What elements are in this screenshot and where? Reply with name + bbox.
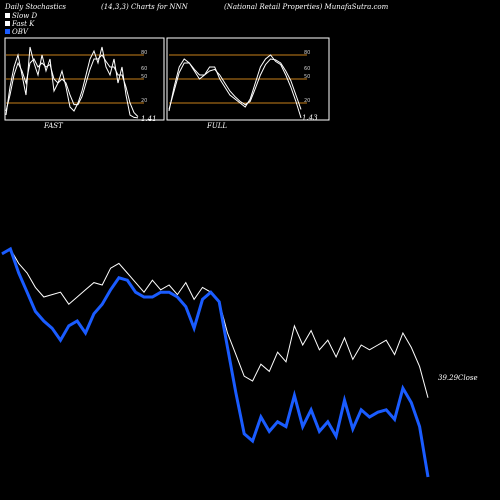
fast-last-value: 1.41 <box>141 115 157 123</box>
full-stochastic-panel: 20 50 60 80 FULL 1.43 <box>166 37 330 130</box>
fast-panel-label: FAST <box>43 122 64 130</box>
full-last-value: 1.43 <box>302 114 318 122</box>
chart-company: (National Retail Properties) MunafaSutra… <box>224 3 389 11</box>
chart-title: Daily Stochastics <box>4 3 66 11</box>
fast-tick-80: 80 <box>141 50 147 56</box>
close-price-label: 39.29Close <box>438 374 478 382</box>
full-y-ticks: 20 50 60 80 <box>304 50 310 104</box>
legend-label-fast-k: Fast K <box>11 20 35 28</box>
fast-tick-50: 50 <box>141 74 147 80</box>
legend-swatch-fast-k <box>5 21 10 26</box>
price-obv-panel: 39.29Close <box>1 246 478 478</box>
legend-swatch-obv <box>5 29 10 34</box>
fast-fast-k-line <box>5 46 139 119</box>
chart-params: (14,3,3) Charts for NNN <box>101 3 189 11</box>
fast-tick-20: 20 <box>141 98 147 104</box>
legend: Slow D Fast K OBV <box>5 12 37 36</box>
fast-stochastic-panel: 20 50 60 80 FAST 1.41 <box>4 37 165 130</box>
full-tick-80: 80 <box>304 50 310 56</box>
full-tick-50: 50 <box>304 74 310 80</box>
full-tick-60: 60 <box>304 66 310 72</box>
legend-label-slow-d: Slow D <box>12 12 37 20</box>
fast-panel-border <box>4 37 165 121</box>
full-level-lines <box>169 54 307 104</box>
full-panel-label: FULL <box>206 122 227 130</box>
full-panel-border <box>166 37 330 121</box>
obv-line <box>1 246 430 478</box>
fast-tick-60: 60 <box>141 66 147 72</box>
fast-y-ticks: 20 50 60 80 <box>141 50 147 104</box>
full-fast-k-line <box>168 54 302 119</box>
legend-label-obv: OBV <box>12 28 29 36</box>
full-tick-20: 20 <box>304 98 310 104</box>
legend-swatch-slow-d <box>5 13 10 18</box>
